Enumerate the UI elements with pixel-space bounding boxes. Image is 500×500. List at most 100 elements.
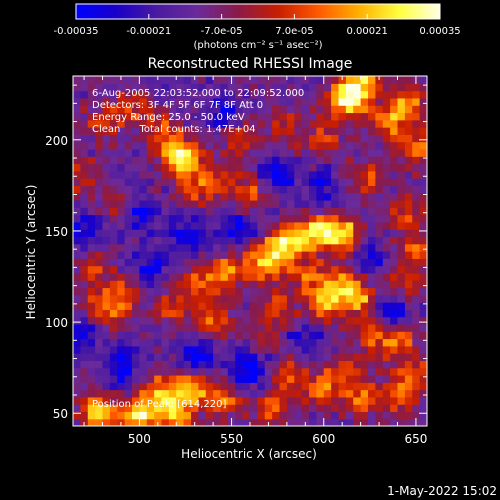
heatmap-cell — [191, 148, 199, 157]
heatmap-cell — [316, 229, 325, 238]
heatmap-cell — [397, 141, 406, 150]
heatmap-cell — [301, 309, 310, 318]
heatmap-cell — [331, 272, 340, 281]
heatmap-cell — [102, 214, 111, 223]
heatmap-cell — [404, 367, 413, 376]
heatmap-cell — [205, 229, 214, 238]
heatmap-cell — [87, 294, 96, 303]
heatmap-cell — [272, 83, 281, 92]
heatmap-cell — [382, 148, 391, 157]
heatmap-cell — [117, 294, 126, 303]
heatmap-cell — [397, 192, 406, 201]
heatmap-cell — [323, 396, 332, 405]
heatmap-cell — [73, 323, 81, 332]
heatmap-cell — [220, 360, 229, 369]
heatmap-cell — [286, 192, 295, 201]
heatmap-cell — [124, 294, 133, 303]
heatmap-cell — [345, 265, 354, 274]
heatmap-cell — [353, 382, 362, 391]
heatmap-cell — [213, 309, 222, 318]
heatmap-cell — [146, 134, 155, 143]
heatmap-cell — [102, 170, 111, 179]
heatmap-cell — [404, 411, 413, 420]
heatmap-cell — [205, 287, 214, 296]
heatmap-cell — [316, 170, 325, 179]
heatmap-cell — [286, 309, 295, 318]
heatmap-cell — [316, 389, 325, 398]
heatmap-cell — [264, 178, 273, 186]
heatmap-cell — [286, 119, 295, 128]
heatmap-cell — [213, 396, 222, 405]
heatmap-cell — [95, 83, 104, 92]
heatmap-cell — [331, 236, 340, 245]
heatmap-cell — [404, 127, 413, 135]
heatmap-cell — [250, 119, 258, 128]
heatmap-cell — [264, 251, 273, 259]
heatmap-cell — [154, 338, 163, 347]
heatmap-cell — [419, 389, 427, 398]
heatmap-cell — [272, 280, 281, 289]
heatmap-cell — [109, 192, 118, 201]
heatmap-cell — [375, 302, 384, 310]
heatmap-cell — [279, 265, 288, 274]
heatmap-cell — [323, 367, 332, 376]
heatmap-cell — [220, 221, 229, 230]
heatmap-cell — [227, 170, 236, 179]
heatmap-cell — [124, 192, 133, 201]
heatmap-cell — [117, 134, 126, 143]
heatmap-cell — [154, 112, 163, 121]
heatmap-cell — [309, 411, 317, 420]
heatmap-cell — [95, 185, 104, 194]
heatmap-cell — [183, 353, 192, 361]
heatmap-cell — [353, 287, 362, 296]
heatmap-cell — [345, 251, 354, 259]
heatmap-cell — [191, 316, 199, 325]
heatmap-cell — [220, 294, 229, 303]
heatmap-cell — [279, 83, 288, 92]
heatmap-cell — [257, 156, 266, 165]
heatmap-cell — [331, 83, 340, 92]
heatmap-cell — [272, 207, 281, 216]
heatmap-cell — [397, 207, 406, 216]
heatmap-cell — [345, 338, 354, 347]
heatmap-cell — [331, 199, 340, 208]
heatmap-cell — [102, 258, 111, 267]
heatmap-cell — [338, 374, 347, 383]
heatmap-cell — [102, 90, 111, 99]
heatmap-cell — [183, 185, 192, 194]
heatmap-cell — [286, 236, 295, 245]
heatmap-cell — [309, 134, 317, 143]
heatmap-cell — [345, 185, 354, 194]
heatmap-cell — [250, 76, 258, 84]
heatmap-cell — [227, 382, 236, 391]
heatmap-cell — [390, 360, 399, 369]
heatmap-cell — [345, 192, 354, 201]
heatmap-cell — [279, 411, 288, 420]
heatmap-cell — [102, 134, 111, 143]
heatmap-cell — [80, 294, 89, 303]
heatmap-cell — [375, 265, 384, 274]
heatmap-cell — [404, 294, 413, 303]
heatmap-cell — [124, 331, 133, 340]
heatmap-cell — [132, 199, 140, 208]
heatmap-cell — [161, 389, 170, 398]
heatmap-cell — [205, 243, 214, 252]
heatmap-cell — [382, 83, 391, 92]
heatmap-cell — [264, 367, 273, 376]
heatmap-cell — [87, 345, 96, 354]
heatmap-cell — [404, 382, 413, 391]
heatmap-cell — [73, 90, 81, 99]
heatmap-cell — [412, 97, 421, 106]
heatmap-cell — [309, 112, 317, 121]
heatmap-cell — [257, 302, 266, 310]
heatmap-cell — [309, 83, 317, 92]
heatmap-cell — [257, 236, 266, 245]
heatmap-cell — [397, 221, 406, 230]
heatmap-cell — [117, 265, 126, 274]
heatmap-cell — [264, 119, 273, 128]
heatmap-cell — [375, 243, 384, 252]
heatmap-cell — [301, 221, 310, 230]
heatmap-cell — [154, 331, 163, 340]
heatmap-cell — [176, 265, 185, 274]
heatmap-cell — [176, 243, 185, 252]
